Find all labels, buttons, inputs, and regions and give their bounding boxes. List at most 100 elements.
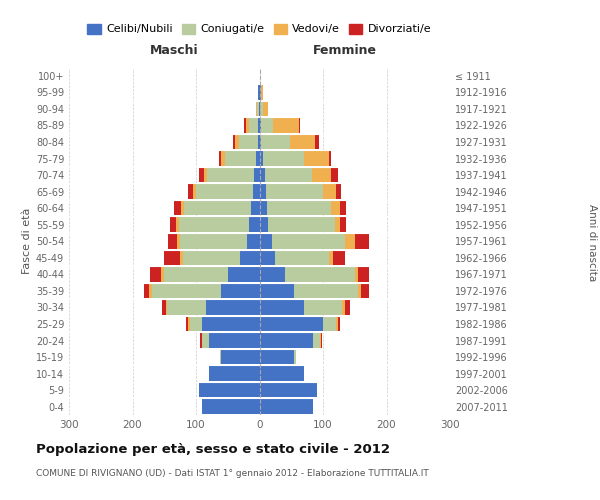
Bar	[260, 102, 263, 116]
Bar	[261, 85, 262, 100]
Bar	[244, 118, 245, 132]
Bar	[202, 316, 260, 332]
Bar	[260, 267, 285, 281]
Bar	[260, 300, 304, 314]
Bar	[257, 85, 258, 100]
Text: COMUNE DI RIVIGNANO (UD) - Dati ISTAT 1° gennaio 2012 - Elaborazione TUTTITALIA.: COMUNE DI RIVIGNANO (UD) - Dati ISTAT 1°…	[36, 468, 429, 477]
Bar	[149, 284, 152, 298]
Bar	[199, 168, 203, 182]
Bar	[261, 118, 274, 132]
Bar	[187, 316, 188, 332]
Bar	[323, 184, 336, 199]
Bar	[164, 250, 180, 265]
Bar	[266, 184, 323, 199]
Bar	[167, 300, 206, 314]
Bar	[200, 334, 202, 348]
Bar	[260, 218, 268, 232]
Bar	[316, 134, 319, 149]
Bar	[170, 218, 176, 232]
Bar	[262, 85, 263, 100]
Bar	[184, 201, 251, 216]
Bar	[179, 218, 250, 232]
Bar	[260, 118, 261, 132]
Bar	[245, 118, 249, 132]
Bar	[329, 250, 332, 265]
Bar	[220, 151, 221, 166]
Bar	[285, 267, 355, 281]
Text: Femmine: Femmine	[313, 44, 377, 57]
Bar	[184, 250, 241, 265]
Bar	[235, 134, 239, 149]
Bar	[256, 151, 260, 166]
Bar	[260, 151, 263, 166]
Bar	[263, 151, 304, 166]
Bar	[168, 234, 177, 248]
Bar	[260, 350, 295, 364]
Bar	[260, 383, 317, 398]
Bar	[202, 334, 209, 348]
Bar	[260, 85, 261, 100]
Bar	[166, 300, 167, 314]
Bar	[203, 168, 207, 182]
Bar	[268, 218, 335, 232]
Bar	[358, 267, 370, 281]
Text: Maschi: Maschi	[149, 44, 198, 57]
Bar	[295, 350, 296, 364]
Bar	[177, 234, 180, 248]
Bar	[265, 168, 312, 182]
Text: Popolazione per età, sesso e stato civile - 2012: Popolazione per età, sesso e stato civil…	[36, 442, 390, 456]
Bar	[313, 334, 320, 348]
Bar	[196, 184, 253, 199]
Bar	[221, 284, 260, 298]
Bar	[180, 250, 184, 265]
Bar	[181, 201, 184, 216]
Bar	[290, 134, 316, 149]
Bar	[220, 350, 221, 364]
Bar	[247, 234, 260, 248]
Bar	[336, 316, 338, 332]
Bar	[267, 201, 331, 216]
Bar	[206, 300, 260, 314]
Bar	[275, 250, 329, 265]
Bar	[254, 168, 260, 182]
Bar	[257, 134, 260, 149]
Bar	[239, 134, 257, 149]
Bar	[251, 201, 260, 216]
Bar	[260, 366, 304, 381]
Bar	[342, 300, 344, 314]
Bar	[260, 234, 272, 248]
Bar	[336, 184, 341, 199]
Bar	[332, 250, 345, 265]
Bar	[258, 85, 260, 100]
Bar	[221, 350, 260, 364]
Bar	[256, 102, 257, 116]
Bar	[259, 102, 260, 116]
Bar	[144, 284, 149, 298]
Bar	[329, 151, 331, 166]
Bar	[260, 284, 295, 298]
Bar	[331, 201, 340, 216]
Bar	[260, 168, 265, 182]
Bar	[320, 334, 321, 348]
Bar	[188, 184, 193, 199]
Bar	[260, 400, 313, 414]
Bar	[164, 267, 228, 281]
Bar	[249, 118, 258, 132]
Bar	[161, 267, 164, 281]
Bar	[274, 118, 299, 132]
Bar	[295, 284, 358, 298]
Bar	[272, 234, 345, 248]
Bar	[233, 134, 235, 149]
Bar	[163, 300, 166, 314]
Bar	[241, 250, 260, 265]
Bar	[190, 316, 202, 332]
Bar	[175, 201, 181, 216]
Bar	[262, 134, 290, 149]
Y-axis label: Fasce di età: Fasce di età	[22, 208, 32, 274]
Bar	[180, 234, 247, 248]
Bar	[358, 284, 361, 298]
Bar	[260, 201, 267, 216]
Bar	[250, 218, 260, 232]
Bar	[257, 102, 259, 116]
Bar	[149, 267, 161, 281]
